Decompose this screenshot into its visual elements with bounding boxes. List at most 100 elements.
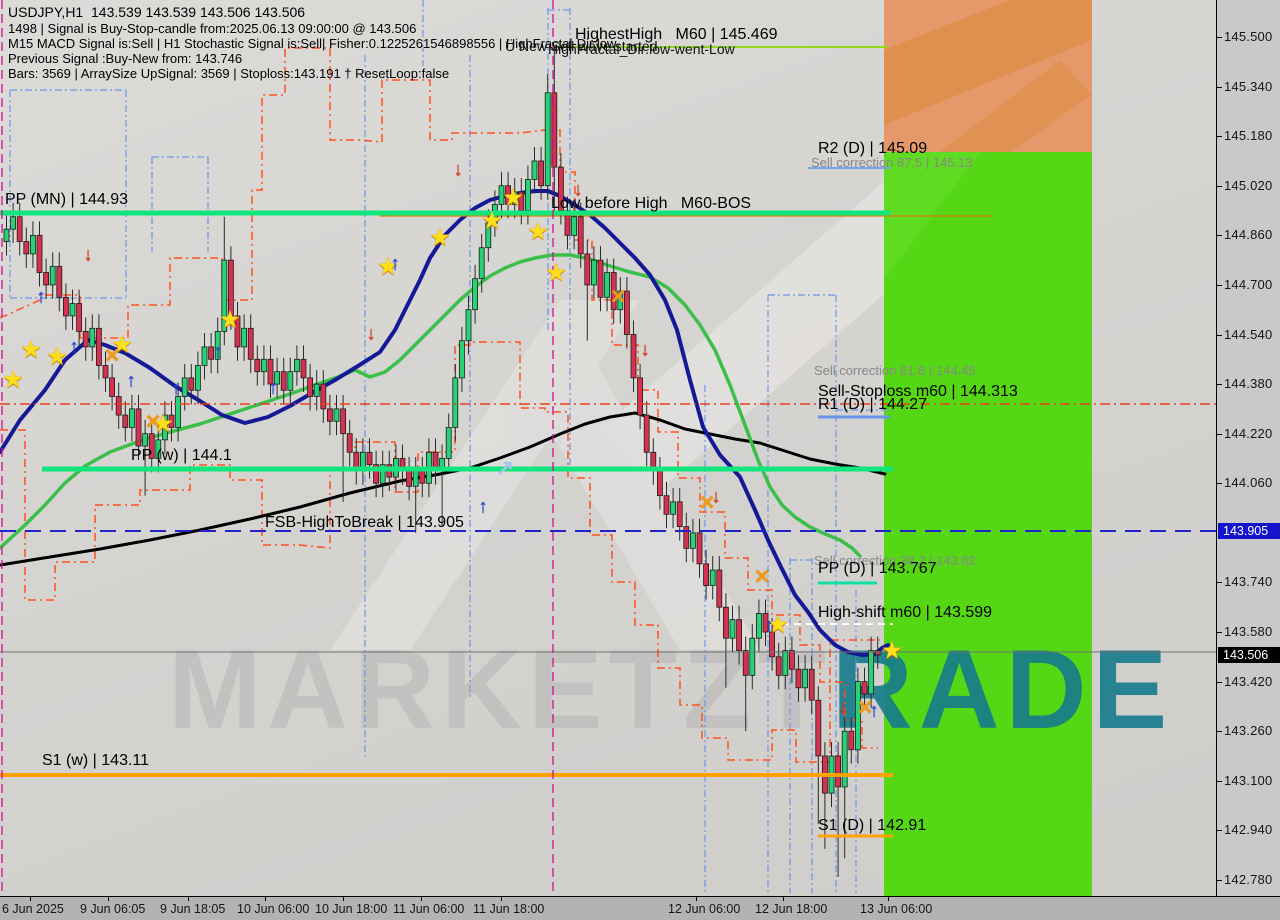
price-tick xyxy=(1217,483,1222,485)
buy-zone-green xyxy=(884,152,1092,896)
bear-candle xyxy=(551,92,558,168)
bear-candle xyxy=(148,433,155,459)
bull-candle xyxy=(89,327,96,348)
buy-arrow-icon: ↑ xyxy=(268,377,278,399)
bull-candle xyxy=(690,532,696,549)
time-tick xyxy=(421,897,422,901)
time-tick-label: 10 Jun 18:00 xyxy=(315,902,388,916)
level-label-r1-d: R1 (D) | 144.27 xyxy=(818,396,928,413)
bear-candle xyxy=(789,650,795,670)
sell-arrow-icon: ↓ xyxy=(640,339,650,361)
bear-candle xyxy=(254,358,261,373)
price-tick xyxy=(1217,185,1222,187)
bear-candle xyxy=(188,377,195,391)
bull-candle xyxy=(544,92,551,187)
bear-candle xyxy=(848,730,855,751)
bull-candle xyxy=(452,377,459,428)
price-tick-label: 145.020 xyxy=(1224,177,1273,193)
bear-candle xyxy=(366,451,373,466)
bull-candle xyxy=(379,464,386,484)
level-label-sell-corr-618: Sell correction 61.8 | 144.45 xyxy=(814,363,976,378)
bull-candle xyxy=(604,272,610,298)
bear-candle xyxy=(703,563,709,586)
bull-candle xyxy=(201,346,208,366)
buy-arrow-icon: ↑ xyxy=(126,370,136,392)
chart-note-0: Ü New Sell wave started xyxy=(505,38,658,54)
bull-candle xyxy=(841,730,848,788)
level-label-low-before-high: Low before High M60-BOS xyxy=(551,195,752,212)
price-tick-label: 142.940 xyxy=(1224,822,1273,838)
bear-candle xyxy=(320,383,327,410)
bull-candle xyxy=(287,371,294,391)
star-icon: ★ xyxy=(528,220,548,244)
star-icon: ★ xyxy=(47,345,67,369)
bull-candle xyxy=(49,265,56,286)
bull-candle xyxy=(260,358,267,373)
time-tick-label: 10 Jun 06:00 xyxy=(237,902,310,916)
exit-x-icon: × xyxy=(857,693,873,722)
bull-candle xyxy=(525,179,531,211)
bull-candle xyxy=(782,650,789,676)
price-tick-label: 144.060 xyxy=(1224,475,1273,491)
bull-candle xyxy=(498,185,505,205)
bull-candle xyxy=(591,259,597,286)
time-tick xyxy=(30,897,31,901)
bear-candle xyxy=(280,371,287,391)
bear-candle xyxy=(76,303,82,332)
indicator-status-line: M15 MACD Signal is:Sell | H1 Stochastic … xyxy=(8,36,617,51)
bear-candle xyxy=(861,681,868,695)
star-icon: ★ xyxy=(503,186,523,210)
price-tick-label: 144.540 xyxy=(1224,326,1273,342)
bear-candle xyxy=(56,265,63,298)
bear-candle xyxy=(874,650,881,656)
price-badge: 143.506 xyxy=(1218,646,1280,663)
bull-candle xyxy=(181,377,188,397)
bear-candle xyxy=(63,296,69,317)
ma-slow-black xyxy=(0,411,887,567)
bear-candle xyxy=(36,234,43,273)
star-icon: ★ xyxy=(112,333,132,357)
bull-candle xyxy=(10,216,17,230)
level-label-s1-w: S1 (w) | 143.11 xyxy=(42,752,150,769)
bear-candle xyxy=(247,327,254,360)
price-tick xyxy=(1217,384,1222,386)
bull-candle xyxy=(802,668,808,689)
price-tick-label: 143.580 xyxy=(1224,624,1273,639)
chart-canvas[interactable]: MARKETZTRADE xyxy=(0,0,1216,896)
time-tick-label: 9 Jun 18:05 xyxy=(160,902,226,916)
price-tick xyxy=(1217,731,1222,733)
price-axis[interactable]: 145.500 145.340 145.180 145.020 144.860 144.7… xyxy=(1216,0,1280,896)
symbol-ohlc-title: USDJPY,H1 143.539 143.539 143.506 143.50… xyxy=(8,4,306,20)
bear-candle xyxy=(723,606,729,639)
bull-candle xyxy=(155,439,162,459)
time-tick xyxy=(265,897,266,901)
level-label-highest-high: HighestHigh M60 | 145.469 xyxy=(575,26,778,43)
bull-candle xyxy=(458,340,465,379)
bull-candle xyxy=(868,650,874,695)
bull-candle xyxy=(445,427,452,459)
price-tick xyxy=(1217,879,1222,881)
time-tick xyxy=(696,897,697,901)
bull-candle xyxy=(69,303,76,317)
buy-arrow-icon: ↑ xyxy=(36,286,46,308)
bear-candle xyxy=(696,532,703,565)
bars-stoploss-line: Bars: 3569 | ArraySize UpSignal: 3569 | … xyxy=(8,66,450,81)
sell-arrow-icon: ↓ xyxy=(838,697,848,719)
level-label-fsb-high-to-break: FSB-HighToBreak | 143.905 xyxy=(265,514,464,531)
star-icon: ★ xyxy=(153,412,173,436)
time-tick-label: 9 Jun 06:05 xyxy=(80,902,146,916)
bull-candle xyxy=(485,222,492,249)
time-tick xyxy=(108,897,109,901)
price-tick-label: 145.500 xyxy=(1224,29,1273,44)
time-tick-label: 6 Jun 2025 xyxy=(2,902,64,916)
time-axis[interactable]: 6 Jun 2025 9 Jun 06:05 9 Jun 18:05 10 Jun 0… xyxy=(0,896,1280,920)
bear-candle xyxy=(762,613,769,633)
bear-candle xyxy=(736,619,742,652)
bear-candle xyxy=(835,755,841,788)
bull-candle xyxy=(333,408,340,422)
price-tick xyxy=(1217,235,1222,237)
bull-candle xyxy=(749,637,756,676)
level-label-sell-stoploss-m60: Sell-Stoploss m60 | 144.313 xyxy=(818,383,1018,400)
bear-candle xyxy=(657,470,663,497)
bull-candle xyxy=(571,216,577,236)
